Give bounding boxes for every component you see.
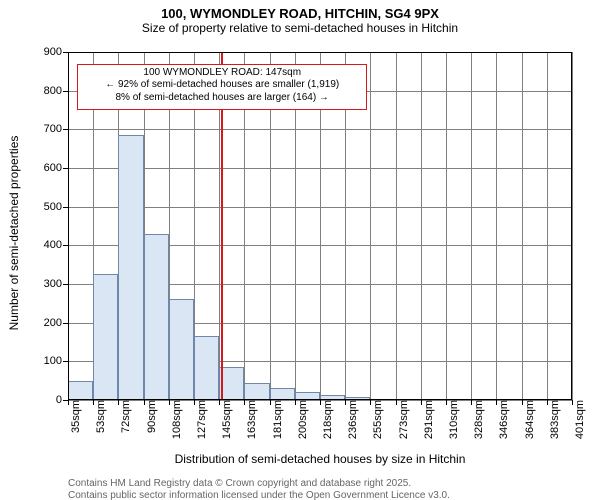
gridline-v bbox=[396, 52, 397, 400]
histogram-bar bbox=[93, 274, 118, 400]
gridline-v bbox=[68, 52, 69, 400]
footer-line-2: Contains public sector information licen… bbox=[68, 490, 450, 500]
histogram-bar bbox=[68, 381, 93, 400]
ytick-label: 600 bbox=[44, 162, 68, 174]
ytick-label: 900 bbox=[44, 46, 68, 58]
ytick-label: 100 bbox=[44, 355, 68, 367]
xtick-label: 346sqm bbox=[496, 400, 510, 439]
xtick-label: 127sqm bbox=[194, 400, 208, 439]
histogram-bar bbox=[295, 392, 320, 401]
xtick-label: 163sqm bbox=[244, 400, 258, 439]
ytick-label: 300 bbox=[44, 278, 68, 290]
ytick-label: 0 bbox=[56, 394, 68, 406]
xtick-label: 218sqm bbox=[320, 400, 334, 439]
histogram-bar bbox=[169, 299, 194, 400]
gridline-v bbox=[496, 52, 497, 400]
xtick-label: 401sqm bbox=[572, 400, 586, 439]
xtick-label: 255sqm bbox=[370, 400, 384, 439]
xtick-label: 72sqm bbox=[118, 400, 132, 433]
y-axis-label: Number of semi-detached properties bbox=[7, 59, 21, 407]
histogram-bar bbox=[194, 336, 219, 400]
ytick-label: 500 bbox=[44, 201, 68, 213]
histogram-bar bbox=[118, 135, 143, 400]
xtick-label: 53sqm bbox=[93, 400, 107, 433]
ytick-label: 200 bbox=[44, 317, 68, 329]
annotation-box: 100 WYMONDLEY ROAD: 147sqm ← 92% of semi… bbox=[77, 64, 367, 110]
chart-title: 100, WYMONDLEY ROAD, HITCHIN, SG4 9PX bbox=[0, 6, 600, 21]
annotation-line-2: ← 92% of semi-detached houses are smalle… bbox=[84, 79, 360, 92]
footer-attribution: Contains HM Land Registry data © Crown c… bbox=[68, 478, 450, 500]
gridline-v bbox=[471, 52, 472, 400]
xtick-label: 200sqm bbox=[295, 400, 309, 439]
xtick-label: 35sqm bbox=[68, 400, 82, 433]
xtick-label: 90sqm bbox=[144, 400, 158, 433]
xtick-label: 236sqm bbox=[345, 400, 359, 439]
ytick-label: 700 bbox=[44, 123, 68, 135]
xtick-label: 108sqm bbox=[169, 400, 183, 439]
annotation-line-1: 100 WYMONDLEY ROAD: 147sqm bbox=[84, 67, 360, 80]
footer-line-1: Contains HM Land Registry data © Crown c… bbox=[68, 478, 450, 490]
ytick-label: 800 bbox=[44, 85, 68, 97]
xtick-label: 181sqm bbox=[270, 400, 284, 439]
annotation-line-3: 8% of semi-detached houses are larger (1… bbox=[84, 92, 360, 105]
histogram-bar bbox=[144, 234, 169, 400]
chart-subtitle: Size of property relative to semi-detach… bbox=[0, 21, 600, 35]
x-axis-label: Distribution of semi-detached houses by … bbox=[68, 452, 572, 466]
gridline-v bbox=[522, 52, 523, 400]
plot-area: 100 WYMONDLEY ROAD: 147sqm ← 92% of semi… bbox=[68, 52, 572, 400]
gridline-v bbox=[547, 52, 548, 400]
gridline-v bbox=[572, 52, 573, 400]
xtick-label: 383sqm bbox=[547, 400, 561, 439]
xtick-label: 145sqm bbox=[219, 400, 233, 439]
xtick-label: 328sqm bbox=[471, 400, 485, 439]
xtick-label: 291sqm bbox=[421, 400, 435, 439]
ytick-label: 400 bbox=[44, 239, 68, 251]
histogram-bar bbox=[244, 383, 269, 400]
gridline-v bbox=[370, 52, 371, 400]
gridline-v bbox=[421, 52, 422, 400]
gridline-v bbox=[446, 52, 447, 400]
xtick-label: 364sqm bbox=[522, 400, 536, 439]
xtick-label: 310sqm bbox=[446, 400, 460, 439]
chart-container: { "chart": { "type": "histogram", "title… bbox=[0, 6, 600, 500]
histogram-bar bbox=[270, 388, 295, 400]
xtick-label: 273sqm bbox=[396, 400, 410, 439]
